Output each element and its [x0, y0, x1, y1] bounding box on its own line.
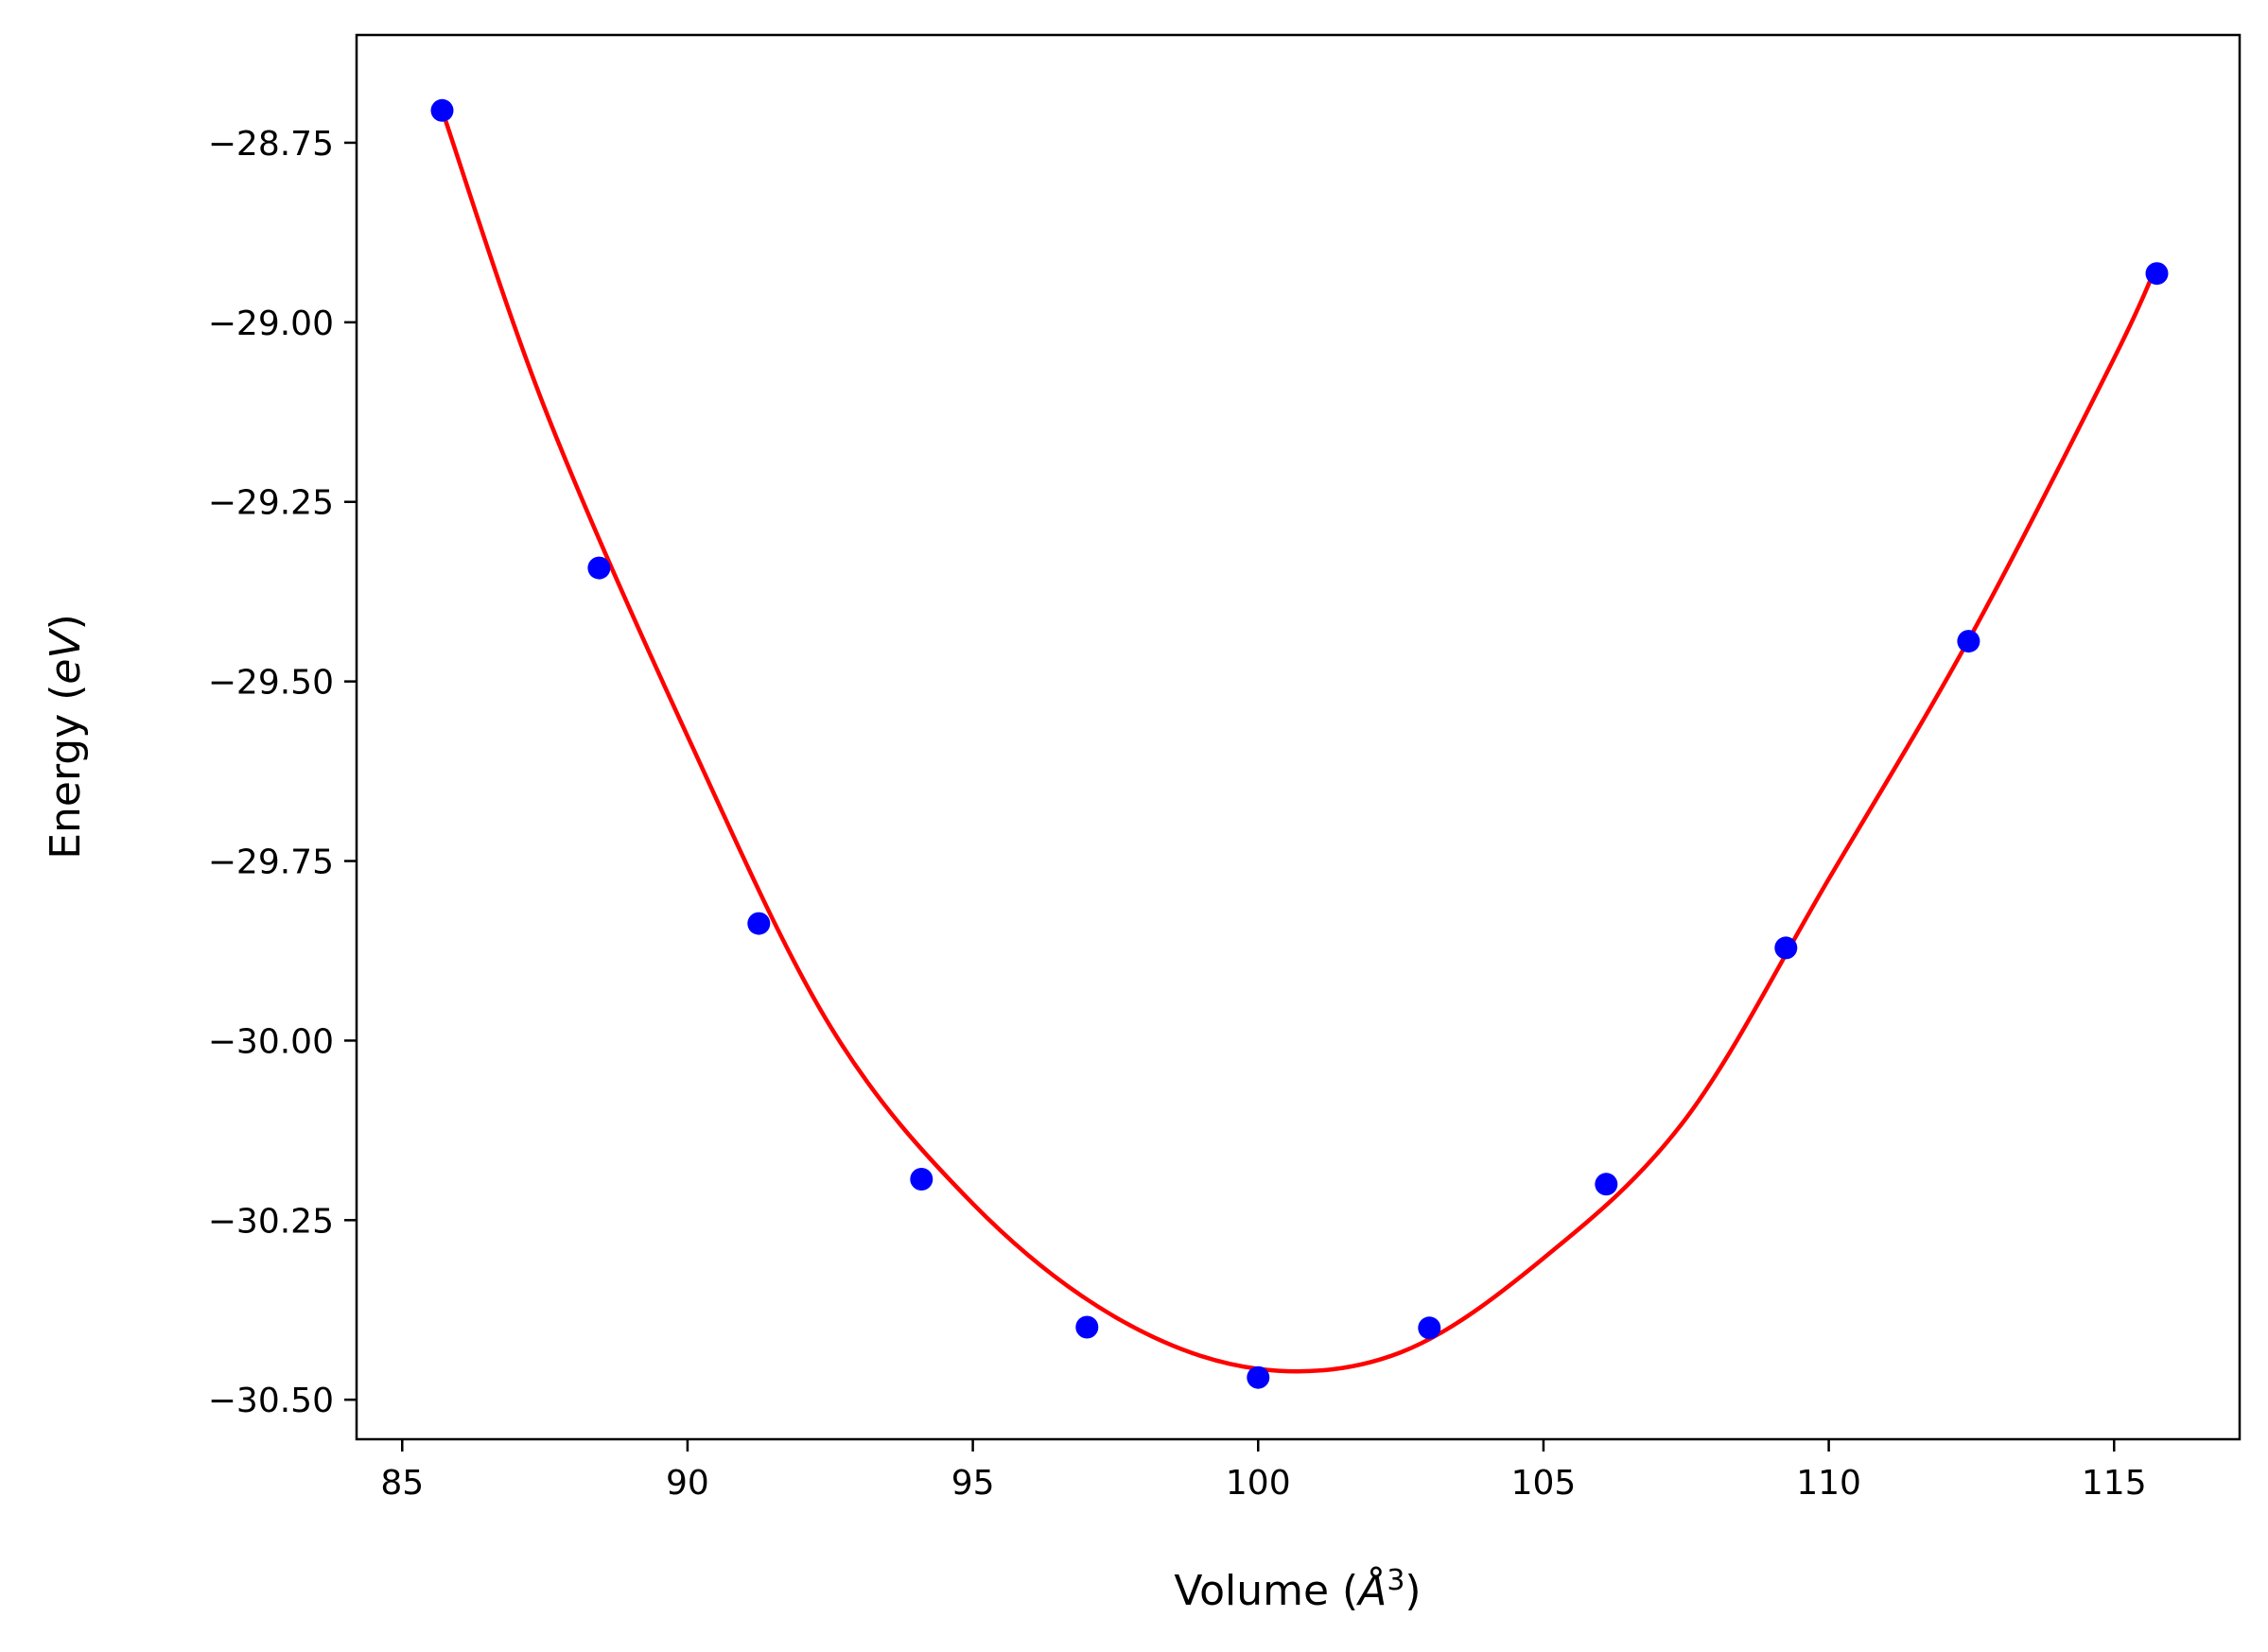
- x-tick-label: 110: [1796, 1464, 1861, 1503]
- y-axis-ticks: −28.75 −29.00 −29.25 −29.50 −29.75 −30.00 −30.…: [208, 125, 357, 1420]
- data-point: [587, 556, 611, 580]
- y-tick-label: −28.75: [208, 125, 334, 164]
- fit-curve-line: [440, 110, 2159, 1374]
- data-point: [1595, 1173, 1618, 1196]
- data-points-layer: [430, 98, 2169, 1389]
- y-tick-label: −29.75: [208, 843, 334, 882]
- x-tick-label: 95: [951, 1464, 995, 1503]
- x-tick-label: 115: [2082, 1464, 2147, 1503]
- y-tick-label: −29.25: [208, 484, 334, 523]
- y-tick-label: −29.00: [208, 304, 334, 343]
- x-tick-label: 90: [666, 1464, 709, 1503]
- data-point: [1774, 936, 1798, 960]
- x-tick-label: 100: [1226, 1464, 1291, 1503]
- x-tick-label: 105: [1511, 1464, 1577, 1503]
- x-axis-ticks: 85 90 95 100 105 110 115: [380, 1439, 2147, 1503]
- data-point: [910, 1168, 933, 1191]
- data-point: [747, 912, 771, 935]
- x-axis-label: Volume (Å3): [1174, 1564, 1421, 1615]
- fit-curve-layer: [440, 110, 2159, 1374]
- data-point: [2145, 262, 2169, 286]
- data-point: [1247, 1365, 1270, 1389]
- y-tick-label: −29.50: [208, 664, 334, 703]
- y-tick-label: −30.00: [208, 1022, 334, 1061]
- data-point: [1957, 630, 1980, 653]
- y-axis-label: Energy (eV): [42, 614, 90, 860]
- y-tick-label: −30.50: [208, 1382, 334, 1420]
- plot-frame: [355, 33, 2242, 1441]
- data-point: [1418, 1316, 1441, 1340]
- data-point: [1075, 1315, 1099, 1339]
- x-tick-label: 85: [380, 1464, 424, 1503]
- data-point: [430, 98, 454, 122]
- y-tick-label: −30.25: [208, 1202, 334, 1241]
